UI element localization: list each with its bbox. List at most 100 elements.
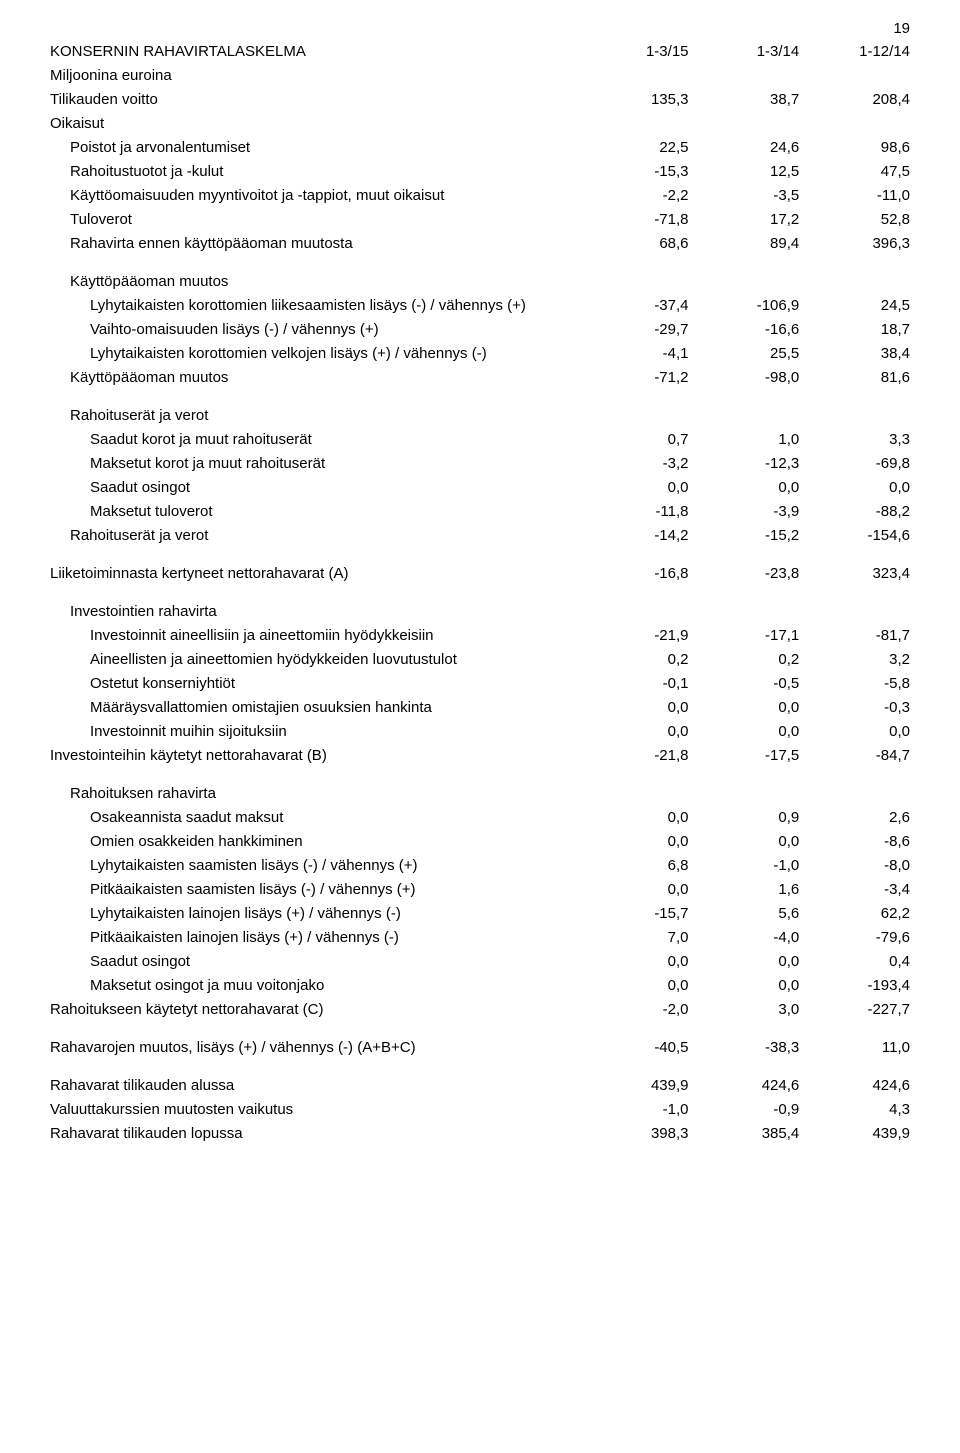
row-value: 38,4 (799, 341, 910, 365)
row-value (799, 269, 910, 293)
row-value: 0,0 (578, 719, 688, 743)
table-row: Saadut korot ja muut rahoituserät0,71,03… (50, 427, 910, 451)
table-row: Ostetut konserniyhtiöt-0,1-0,5-5,8 (50, 671, 910, 695)
table-row: Tuloverot-71,817,252,8 (50, 207, 910, 231)
row-value: 38,7 (689, 87, 800, 111)
row-value: -17,5 (689, 743, 800, 767)
row-value: 17,2 (689, 207, 800, 231)
row-label: Käyttöpääoman muutos (50, 269, 578, 293)
table-row: Rahavirta ennen käyttöpääoman muutosta68… (50, 231, 910, 255)
row-label: Saadut korot ja muut rahoituserät (50, 427, 578, 451)
row-label: Maksetut osingot ja muu voitonjako (50, 973, 578, 997)
row-value (799, 403, 910, 427)
row-value: -3,9 (689, 499, 800, 523)
row-value: 2,6 (799, 805, 910, 829)
row-value: 0,0 (689, 973, 800, 997)
row-label: Saadut osingot (50, 475, 578, 499)
row-label: Rahoituserät ja verot (50, 523, 578, 547)
row-value (578, 111, 688, 135)
row-value: 22,5 (578, 135, 688, 159)
row-label: Vaihto-omaisuuden lisäys (-) / vähennys … (50, 317, 578, 341)
row-value: 439,9 (578, 1073, 688, 1097)
table-row: Rahavarat tilikauden alussa439,9424,6424… (50, 1073, 910, 1097)
row-value: -81,7 (799, 623, 910, 647)
row-value: 135,3 (578, 87, 688, 111)
row-value: 0,0 (689, 719, 800, 743)
row-label: Investointeihin käytetyt nettorahavarat … (50, 743, 578, 767)
row-label: Käyttöomaisuuden myyntivoitot ja -tappio… (50, 183, 578, 207)
row-value: 0,0 (578, 973, 688, 997)
row-value: -193,4 (799, 973, 910, 997)
table-row: Pitkäaikaisten saamisten lisäys (-) / vä… (50, 877, 910, 901)
row-value: -8,6 (799, 829, 910, 853)
page-number: 19 (50, 20, 910, 37)
row-value: -37,4 (578, 293, 688, 317)
row-value: -98,0 (689, 365, 800, 389)
row-value: -29,7 (578, 317, 688, 341)
row-value: 0,0 (578, 805, 688, 829)
row-value: 0,0 (578, 949, 688, 973)
row-value: 3,3 (799, 427, 910, 451)
table-row: Käyttöpääoman muutos (50, 269, 910, 293)
row-value: 0,0 (799, 719, 910, 743)
row-value: -8,0 (799, 853, 910, 877)
row-label: Määräysvallattomien omistajien osuuksien… (50, 695, 578, 719)
table-row: Vaihto-omaisuuden lisäys (-) / vähennys … (50, 317, 910, 341)
table-row: Investointeihin käytetyt nettorahavarat … (50, 743, 910, 767)
table-row: Saadut osingot0,00,00,4 (50, 949, 910, 973)
row-value: -11,0 (799, 183, 910, 207)
row-value: 0,0 (689, 949, 800, 973)
row-value: -71,2 (578, 365, 688, 389)
row-label: Rahavarat tilikauden alussa (50, 1073, 578, 1097)
table-row: Maksetut korot ja muut rahoituserät-3,2-… (50, 451, 910, 475)
column-header: 1-3/14 (689, 39, 800, 63)
row-value: -14,2 (578, 523, 688, 547)
row-value (799, 599, 910, 623)
row-value: -2,0 (578, 997, 688, 1021)
row-label: Valuuttakurssien muutosten vaikutus (50, 1097, 578, 1121)
row-value: 81,6 (799, 365, 910, 389)
table-row: Rahoitukseen käytetyt nettorahavarat (C)… (50, 997, 910, 1021)
spacer-row (50, 547, 910, 561)
row-value: 0,7 (578, 427, 688, 451)
table-row: Investoinnit aineellisiin ja aineettomii… (50, 623, 910, 647)
row-value: 18,7 (799, 317, 910, 341)
row-value: 0,0 (799, 475, 910, 499)
row-value: 89,4 (689, 231, 800, 255)
row-value: -84,7 (799, 743, 910, 767)
row-value: 1,0 (689, 427, 800, 451)
row-value: 98,6 (799, 135, 910, 159)
row-value: 52,8 (799, 207, 910, 231)
row-value: 0,0 (689, 695, 800, 719)
table-row: Rahoitustuotot ja -kulut-15,312,547,5 (50, 159, 910, 183)
row-label: Maksetut korot ja muut rahoituserät (50, 451, 578, 475)
row-label: Pitkäaikaisten lainojen lisäys (+) / väh… (50, 925, 578, 949)
row-value (689, 111, 800, 135)
row-value: 424,6 (689, 1073, 800, 1097)
row-value: 12,5 (689, 159, 800, 183)
row-value: 24,5 (799, 293, 910, 317)
row-value: -21,8 (578, 743, 688, 767)
row-value: -71,8 (578, 207, 688, 231)
row-value: 0,9 (689, 805, 800, 829)
table-subtitle: Miljoonina euroina (50, 63, 578, 87)
row-value (799, 781, 910, 805)
row-label: Ostetut konserniyhtiöt (50, 671, 578, 695)
row-value: 47,5 (799, 159, 910, 183)
spacer-row (50, 767, 910, 781)
table-row: Investointien rahavirta (50, 599, 910, 623)
row-value: -16,6 (689, 317, 800, 341)
row-value: -23,8 (689, 561, 800, 585)
row-value: 385,4 (689, 1121, 800, 1145)
empty-cell (689, 63, 800, 87)
table-row: Käyttöomaisuuden myyntivoitot ja -tappio… (50, 183, 910, 207)
row-value: -21,9 (578, 623, 688, 647)
table-row: Saadut osingot0,00,00,0 (50, 475, 910, 499)
table-row: Lyhytaikaisten korottomien velkojen lisä… (50, 341, 910, 365)
row-value: -3,4 (799, 877, 910, 901)
row-value: -40,5 (578, 1035, 688, 1059)
row-value: 68,6 (578, 231, 688, 255)
row-value: -154,6 (799, 523, 910, 547)
row-value: 3,0 (689, 997, 800, 1021)
row-label: Tilikauden voitto (50, 87, 578, 111)
